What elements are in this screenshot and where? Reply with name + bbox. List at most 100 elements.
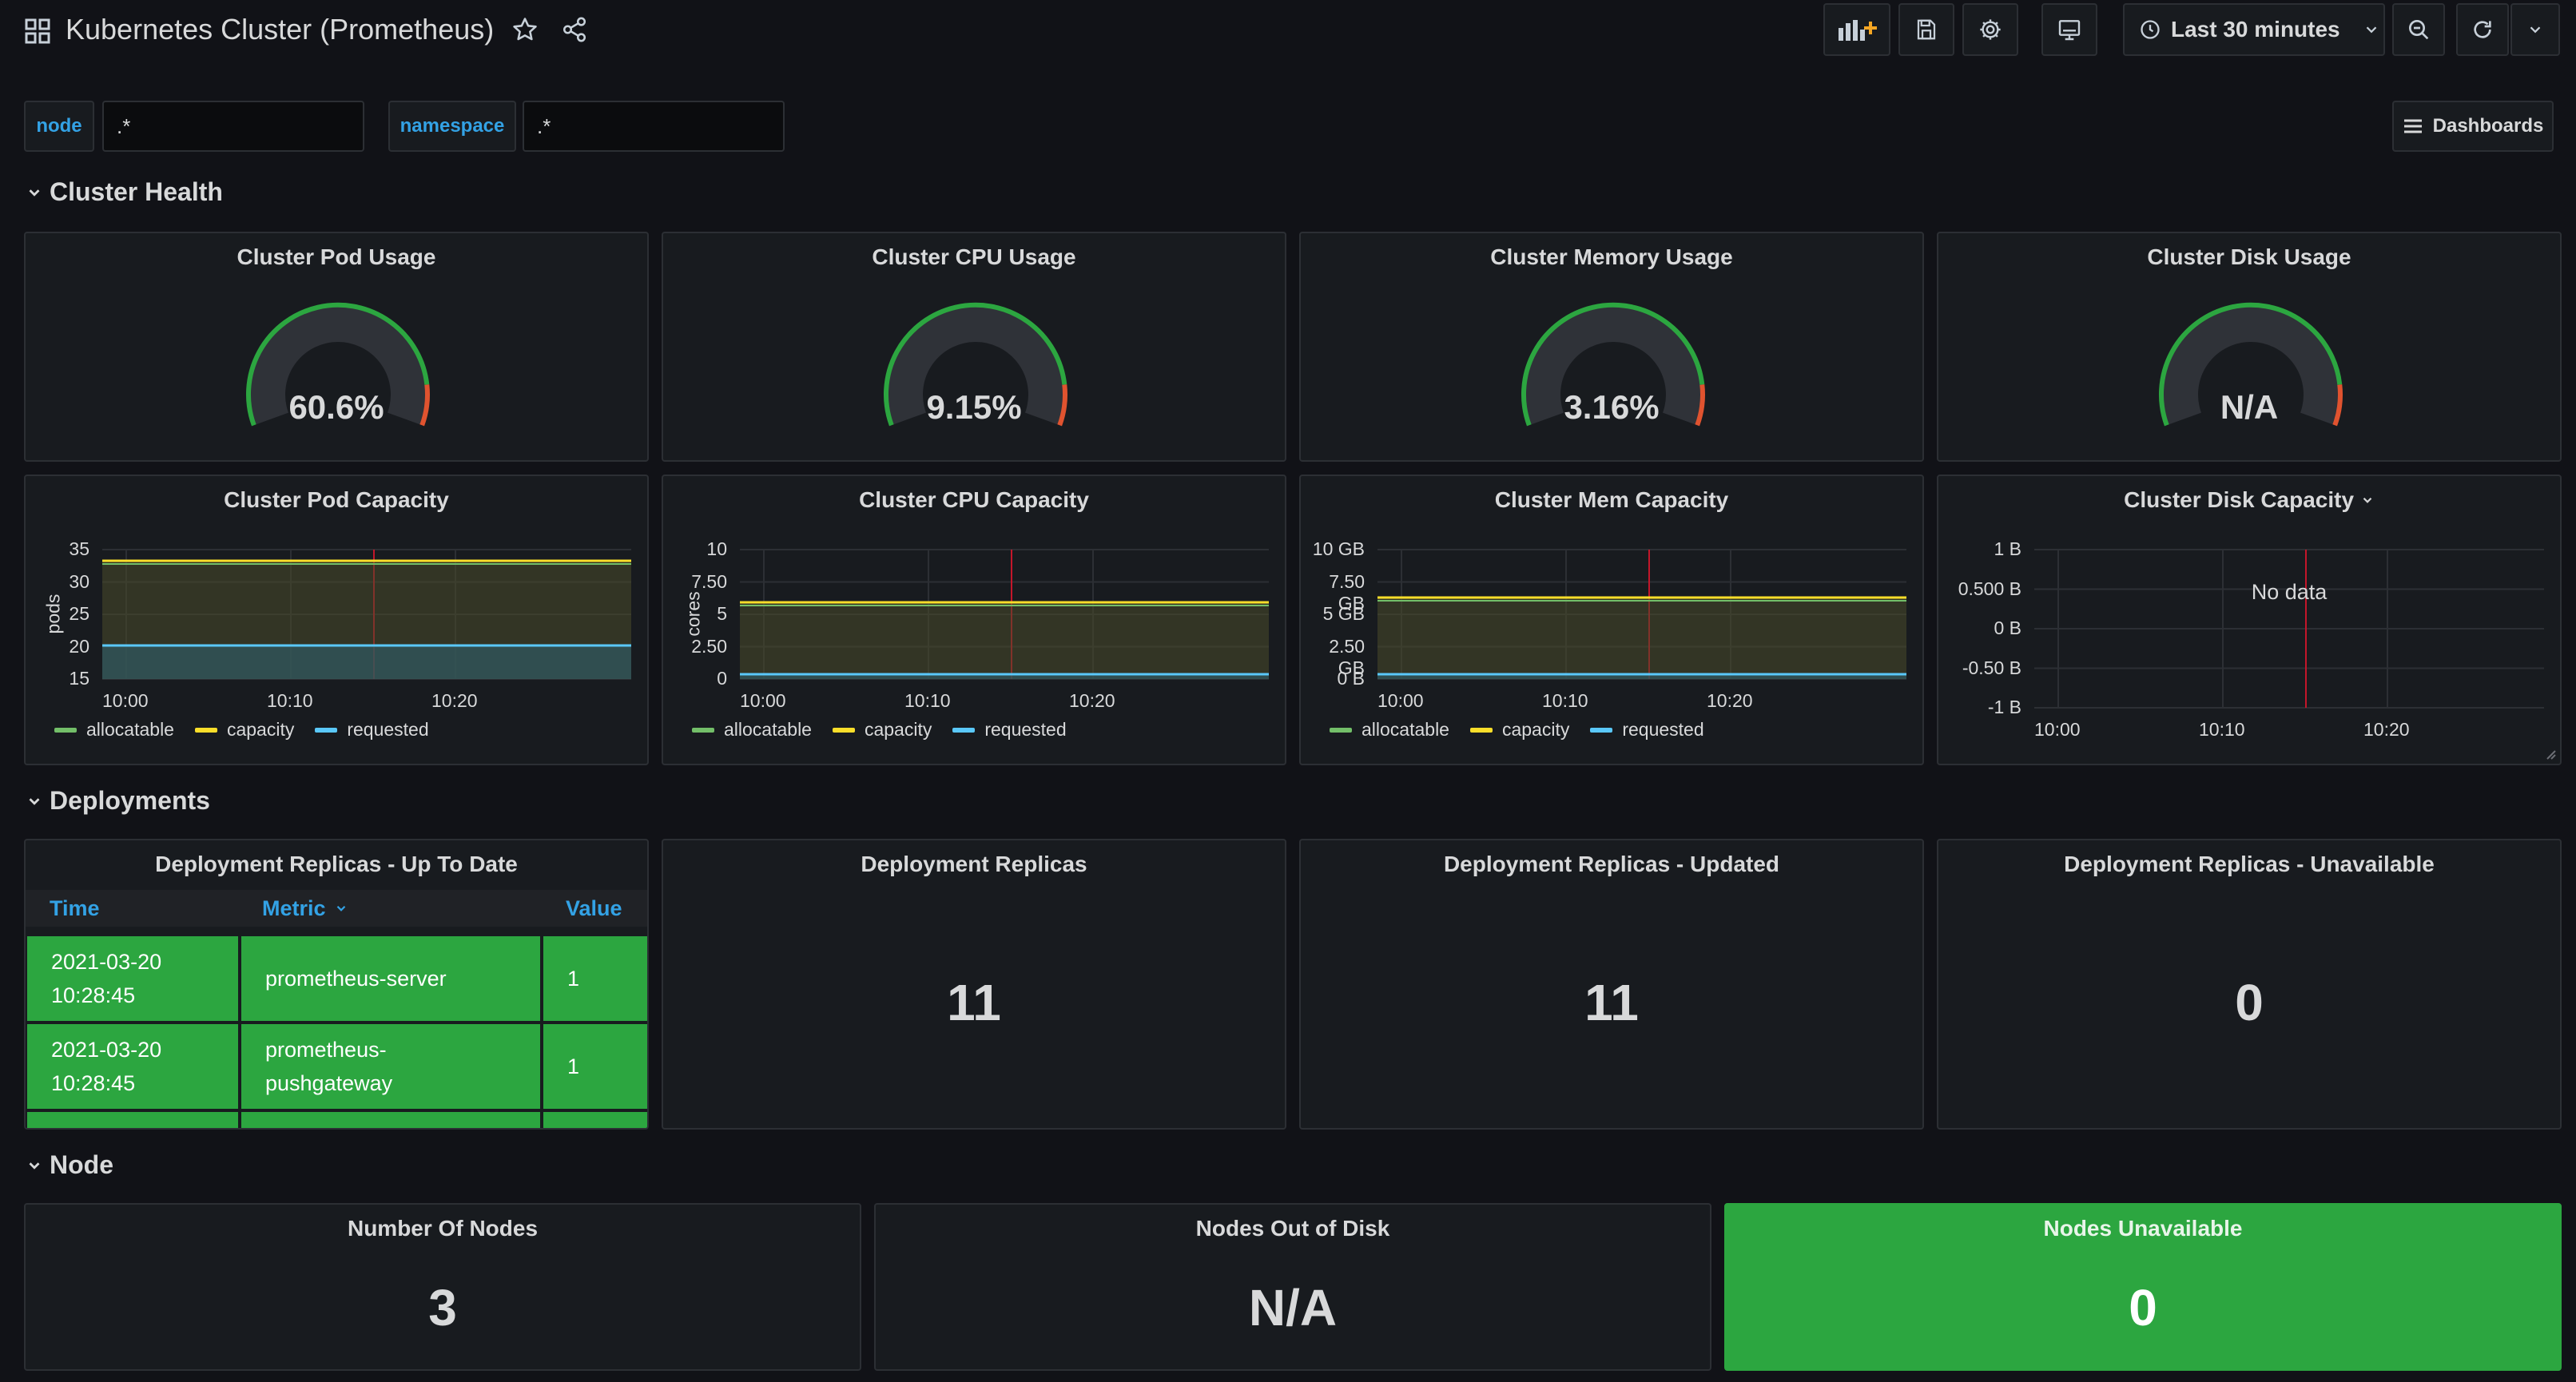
gauge xyxy=(2159,302,2343,427)
y-tick-label: 25 xyxy=(69,603,89,624)
x-tick-label: 10:10 xyxy=(267,690,313,711)
panel-title[interactable]: Deployment Replicas - Up To Date xyxy=(155,852,518,876)
panel-title[interactable]: Nodes Unavailable xyxy=(2043,1216,2243,1241)
panel-title-text: Cluster Pod Capacity xyxy=(224,487,449,512)
y-tick-label: 7.50 GB xyxy=(1329,570,1365,614)
variable-label-node: node xyxy=(24,101,94,152)
panel-title[interactable]: Cluster Mem Capacity xyxy=(1301,487,1922,513)
x-tick-label: 10:00 xyxy=(2034,719,2081,740)
gauge-value: 3.16% xyxy=(1564,388,1660,426)
legend-item[interactable]: allocatable xyxy=(692,719,812,741)
legend-label: capacity xyxy=(226,719,295,740)
y-tick-label: 0 xyxy=(717,668,727,689)
time-range-picker[interactable]: Last 30 minutes xyxy=(2123,3,2385,56)
table-row-partial xyxy=(27,1112,238,1128)
chevron-down-icon xyxy=(29,189,40,197)
panel-title[interactable]: Cluster Disk Usage xyxy=(2147,244,2351,269)
panel-title[interactable]: Cluster Disk Capacity xyxy=(1938,487,2560,513)
panel-title[interactable]: Number Of Nodes xyxy=(347,1216,539,1241)
panel-title[interactable]: Cluster Pod Usage xyxy=(237,244,436,269)
legend: allocatable capacity requested xyxy=(54,719,429,741)
zoom-out-button[interactable] xyxy=(2392,3,2445,56)
row-node[interactable]: Node xyxy=(26,1150,113,1180)
deployment-replicas-unavailable-panel: Deployment Replicas - Unavailable 0 xyxy=(1937,839,2562,1130)
table-header: Time Metric Value xyxy=(26,890,647,927)
legend-label: requested xyxy=(1622,719,1704,740)
gauge xyxy=(246,302,430,427)
top-bar: Kubernetes Cluster (Prometheus) Last 30 … xyxy=(0,0,2576,64)
panel-title[interactable]: Nodes Out of Disk xyxy=(1195,1216,1390,1241)
legend-item[interactable]: capacity xyxy=(194,719,295,741)
stat-value: N/A xyxy=(1248,1279,1338,1336)
gauge-value: 9.15% xyxy=(926,388,1022,426)
stat-value: 11 xyxy=(947,974,1001,1031)
x-tick-label: 10:20 xyxy=(431,690,478,711)
legend-item[interactable]: capacity xyxy=(832,719,932,741)
resize-handle-icon[interactable] xyxy=(2546,749,2557,760)
legend-label: allocatable xyxy=(724,719,812,740)
add-panel-button[interactable] xyxy=(1823,3,1890,56)
save-icon xyxy=(1917,19,1936,40)
row-cluster-health[interactable]: Cluster Health xyxy=(26,177,223,207)
column-header-metric-label: Metric xyxy=(262,896,326,920)
legend-item[interactable]: requested xyxy=(1590,719,1704,741)
column-header-value[interactable]: Value xyxy=(566,896,622,920)
legend-item[interactable]: requested xyxy=(315,719,429,741)
legend-item[interactable]: allocatable xyxy=(54,719,174,741)
x-tick-label: 10:20 xyxy=(1707,690,1753,711)
dashboard-grid-icon[interactable] xyxy=(24,18,51,45)
save-dashboard-button[interactable] xyxy=(1898,3,1954,56)
x-tick-label: 10:00 xyxy=(740,690,786,711)
time-range-label: Last 30 minutes xyxy=(2171,17,2340,42)
legend-label: capacity xyxy=(864,719,932,740)
panel-title[interactable]: Cluster CPU Capacity xyxy=(663,487,1285,513)
column-header-time[interactable]: Time xyxy=(50,896,100,920)
panel-title[interactable]: Deployment Replicas xyxy=(861,852,1087,876)
dashboard-title[interactable]: Kubernetes Cluster (Prometheus) xyxy=(66,13,495,46)
y-tick-label: 2.50 xyxy=(691,635,727,657)
variable-input-node[interactable]: .* xyxy=(102,101,364,152)
legend-label: requested xyxy=(984,719,1067,740)
star-icon[interactable] xyxy=(511,16,539,43)
dashboards-label: Dashboards xyxy=(2432,115,2544,137)
refresh-interval-dropdown[interactable] xyxy=(2510,3,2560,56)
legend-swatch xyxy=(952,727,976,733)
panel-title[interactable]: Deployment Replicas - Updated xyxy=(1443,852,1780,876)
legend-item[interactable]: allocatable xyxy=(1330,719,1449,741)
legend-item[interactable]: requested xyxy=(952,719,1067,741)
panel-title[interactable]: Cluster Pod Capacity xyxy=(26,487,647,513)
stat-value: 0 xyxy=(2129,1279,2157,1336)
variable-input-namespace[interactable]: .* xyxy=(523,101,785,152)
y-tick-label: 30 xyxy=(69,570,89,592)
column-header-metric[interactable]: Metric xyxy=(262,890,348,927)
legend-item[interactable]: capacity xyxy=(1469,719,1570,741)
legend-label: allocatable xyxy=(86,719,174,740)
table-cell-metric: prometheus-pushgateway xyxy=(241,1024,540,1109)
panel-title[interactable]: Cluster Memory Usage xyxy=(1490,244,1733,269)
chevron-down-icon xyxy=(2530,26,2541,34)
y-axis-label: pods xyxy=(42,594,64,634)
add-panel-icon xyxy=(1839,20,1877,41)
table-cell-value: 1 xyxy=(543,1024,647,1109)
deployment-replicas-updated-panel: Deployment Replicas - Updated 11 xyxy=(1299,839,1924,1130)
chevron-down-icon xyxy=(2366,26,2376,34)
panel-title[interactable]: Cluster CPU Usage xyxy=(872,244,1076,269)
x-tick-label: 10:10 xyxy=(904,690,951,711)
graph xyxy=(102,549,631,680)
share-icon[interactable] xyxy=(561,16,588,43)
nodes-out-of-disk-panel: Nodes Out of Disk N/A xyxy=(874,1203,1711,1371)
chevron-down-icon xyxy=(2363,497,2372,503)
tv-mode-button[interactable] xyxy=(2041,3,2097,56)
gauge-value: N/A xyxy=(2220,388,2279,426)
y-tick-label: 5 GB xyxy=(1322,603,1365,624)
legend-label: capacity xyxy=(1501,719,1570,740)
dashboards-button[interactable]: Dashboards xyxy=(2392,101,2554,152)
y-tick-label: 35 xyxy=(69,538,89,559)
panel-title[interactable]: Deployment Replicas - Unavailable xyxy=(2064,852,2435,876)
table-cell-value: 1 xyxy=(543,936,647,1021)
refresh-button[interactable] xyxy=(2456,3,2509,56)
y-tick-label: 1 B xyxy=(1994,538,2021,559)
settings-button[interactable] xyxy=(1962,3,2018,56)
x-tick-label: 10:10 xyxy=(1542,690,1588,711)
row-deployments[interactable]: Deployments xyxy=(26,786,210,816)
